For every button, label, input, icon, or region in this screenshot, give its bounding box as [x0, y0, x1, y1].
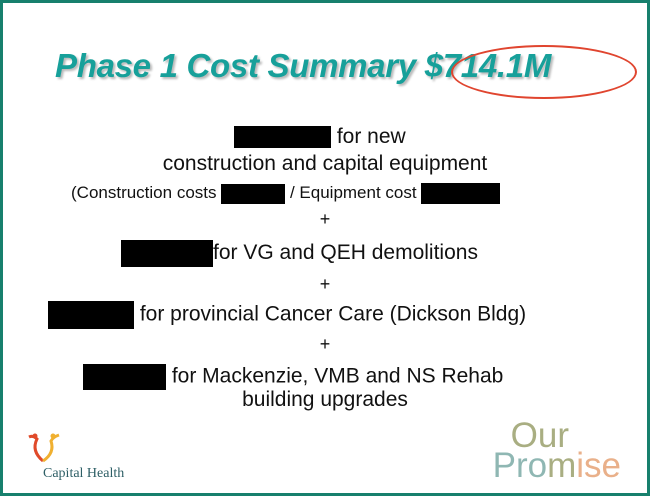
our-promise-logo: Our Promise [493, 416, 621, 483]
line-building-upgrades: for Mackenzie, VMB and NS Rehab [83, 364, 503, 390]
promise-part: Pro [492, 446, 548, 485]
line-cancer-care: for provincial Cancer Care (Dickson Bldg… [48, 301, 526, 329]
line-building-upgrades-2: building upgrades [242, 388, 408, 411]
line-cost-breakdown: (Construction costs / Equipment cost [71, 183, 501, 205]
redaction-box [121, 240, 213, 267]
our-text: Our [510, 416, 569, 455]
redaction-box [221, 183, 286, 204]
promise-part: m [547, 446, 577, 485]
line-new-construction: for new [234, 125, 406, 149]
redaction-box [421, 183, 501, 205]
redaction-box [83, 364, 166, 390]
redaction-box [234, 126, 331, 149]
line-text: (Construction costs [71, 183, 217, 202]
plus-sign: + [319, 274, 331, 294]
promise-part: ise [576, 446, 621, 485]
line-text: for Mackenzie, VMB and NS Rehab [171, 364, 504, 388]
title-text: Phase 1 Cost Summary [55, 47, 416, 84]
line-construction-equipment: construction and capital equipment [162, 152, 488, 175]
line-text: for VG and QEH demolitions [213, 241, 478, 265]
plus-sign: + [319, 209, 331, 229]
line-text: for new [336, 125, 406, 148]
redaction-box [48, 301, 134, 329]
red-circle-annotation [451, 45, 637, 99]
capital-health-logo-text: Capital Health [43, 466, 125, 481]
line-text: for provincial Cancer Care (Dickson Bldg… [139, 302, 527, 326]
plus-sign: + [319, 334, 331, 354]
line-text: / Equipment cost [289, 183, 417, 202]
line-demolitions: for VG and QEH demolitions [121, 240, 478, 267]
capital-health-logo-icon [28, 433, 60, 463]
